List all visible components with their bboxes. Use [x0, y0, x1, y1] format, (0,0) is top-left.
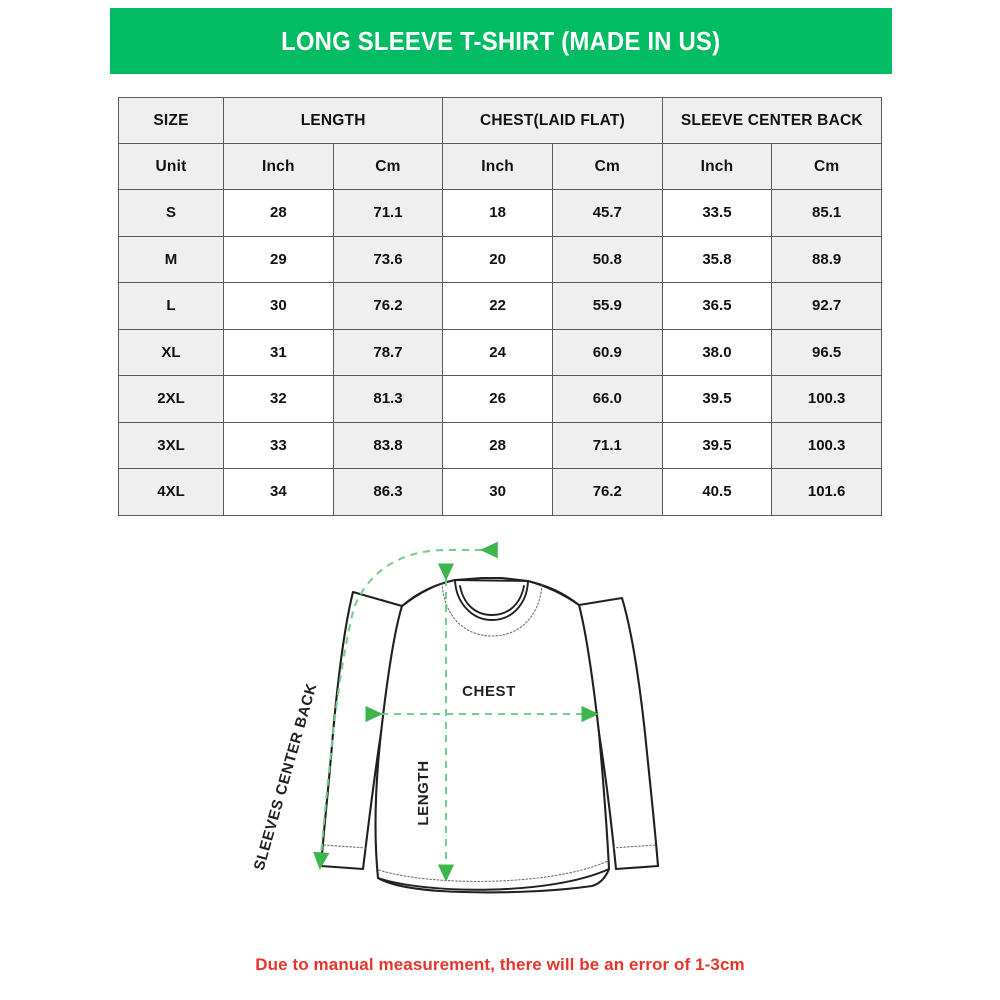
table-row: XL 31 78.7 24 60.9 38.0 96.5	[118, 328, 882, 376]
right-cuff-stitch	[612, 844, 656, 849]
cell-chest-cm: 55.9	[551, 282, 663, 330]
table-group-header-row: SIZE LENGTH CHEST(LAID FLAT) SLEEVE CENT…	[118, 97, 883, 144]
cell-length-inch: 33	[223, 421, 334, 469]
cell-length-inch: 32	[223, 375, 334, 423]
cell-sleeve-inch: 36.5	[661, 282, 773, 330]
table-unit-header-row: Unit Inch Cm Inch Cm Inch Cm	[118, 143, 882, 190]
group-header-length: LENGTH	[222, 97, 444, 144]
unit-header-chest-inch: Inch	[442, 143, 553, 190]
table-head: SIZE LENGTH CHEST(LAID FLAT) SLEEVE CENT…	[118, 97, 883, 190]
cell-sleeve-cm: 85.1	[771, 189, 882, 237]
sleeve-measure-path	[313, 541, 498, 870]
table-row: 3XL 33 83.8 28 71.1 39.5 100.3	[118, 421, 882, 469]
cell-chest-inch: 30	[442, 468, 553, 516]
cell-sleeve-cm: 92.7	[771, 282, 882, 330]
cell-size: 3XL	[118, 421, 224, 469]
cell-length-inch: 28	[223, 189, 334, 237]
collar-band	[454, 579, 529, 582]
unit-header-unit: Unit	[118, 143, 224, 190]
right-shoulder-seam	[527, 580, 580, 606]
cell-sleeve-cm: 96.5	[771, 328, 882, 376]
page-title: LONG SLEEVE T-SHIRT (MADE IN US)	[281, 25, 721, 56]
table-row: 2XL 32 81.3 26 66.0 39.5 100.3	[118, 375, 882, 423]
cell-size: 2XL	[118, 375, 224, 423]
bottom-hem	[377, 868, 610, 891]
cell-length-cm: 78.7	[332, 328, 444, 376]
header-banner: LONG SLEEVE T-SHIRT (MADE IN US)	[110, 8, 892, 74]
table-row: L 30 76.2 22 55.9 36.5 92.7	[118, 282, 882, 330]
table-body: S 28 71.1 18 45.7 33.5 85.1 M 29 73.6 20…	[118, 189, 882, 516]
length-label: LENGTH	[415, 760, 432, 825]
cell-chest-inch: 26	[442, 375, 553, 423]
cell-size: L	[118, 282, 224, 330]
unit-header-chest-cm: Cm	[551, 143, 663, 190]
cell-sleeve-cm: 100.3	[771, 375, 882, 423]
cell-sleeve-inch: 33.5	[661, 189, 773, 237]
cell-size: M	[118, 235, 224, 283]
garment-measurement-diagram: CHEST LENGTH SLEEVES CENTER BACK	[250, 528, 770, 918]
unit-header-sleeve-cm: Cm	[771, 143, 882, 190]
cell-length-inch: 31	[223, 328, 334, 376]
group-header-chest: CHEST(LAID FLAT)	[442, 97, 663, 144]
cell-chest-cm: 60.9	[551, 328, 663, 376]
cell-sleeve-inch: 40.5	[661, 468, 773, 516]
table-row: S 28 71.1 18 45.7 33.5 85.1	[118, 189, 882, 237]
size-chart-table: SIZE LENGTH CHEST(LAID FLAT) SLEEVE CENT…	[118, 97, 883, 516]
shirt-illustration	[319, 576, 660, 894]
chest-label: CHEST	[462, 683, 516, 700]
cell-chest-cm: 45.7	[551, 189, 663, 237]
cell-chest-cm: 50.8	[551, 235, 663, 283]
measurement-disclaimer: Due to manual measurement, there will be…	[255, 955, 745, 974]
table-row: M 29 73.6 20 50.8 35.8 88.9	[118, 235, 882, 283]
bottom-hem-stitch	[378, 860, 609, 882]
cell-chest-inch: 18	[442, 189, 553, 237]
cell-sleeve-cm: 101.6	[771, 468, 882, 516]
cell-chest-inch: 20	[442, 235, 553, 283]
cell-length-inch: 29	[223, 235, 334, 283]
cell-sleeve-cm: 88.9	[771, 235, 882, 283]
cell-length-cm: 71.1	[332, 189, 444, 237]
shirt-body	[374, 576, 611, 894]
cell-chest-cm: 76.2	[551, 468, 663, 516]
group-header-sleeve: SLEEVE CENTER BACK	[661, 97, 883, 144]
cell-chest-cm: 71.1	[551, 421, 663, 469]
unit-header-length-inch: Inch	[223, 143, 334, 190]
cell-chest-inch: 28	[442, 421, 553, 469]
cell-sleeve-inch: 35.8	[661, 235, 773, 283]
table-row: 4XL 34 86.3 30 76.2 40.5 101.6	[118, 468, 882, 516]
cell-sleeve-inch: 38.0	[661, 328, 773, 376]
cell-chest-cm: 66.0	[551, 375, 663, 423]
cell-length-cm: 76.2	[332, 282, 444, 330]
group-header-size: SIZE	[118, 97, 224, 144]
cell-size: 4XL	[118, 468, 224, 516]
cell-sleeve-inch: 39.5	[661, 375, 773, 423]
sleeves-center-back-label: SLEEVES CENTER BACK	[251, 681, 321, 872]
cell-length-cm: 83.8	[332, 421, 444, 469]
unit-header-length-cm: Cm	[332, 143, 444, 190]
unit-header-sleeve-inch: Inch	[661, 143, 773, 190]
cell-length-cm: 86.3	[332, 468, 444, 516]
cell-size: XL	[118, 328, 224, 376]
cell-sleeve-cm: 100.3	[771, 421, 882, 469]
cell-size: S	[118, 189, 224, 237]
cell-chest-inch: 24	[442, 328, 553, 376]
cell-chest-inch: 22	[442, 282, 553, 330]
cell-length-inch: 30	[223, 282, 334, 330]
cell-length-cm: 73.6	[332, 235, 444, 283]
cell-length-inch: 34	[223, 468, 334, 516]
cell-length-cm: 81.3	[332, 375, 444, 423]
cell-sleeve-inch: 39.5	[661, 421, 773, 469]
